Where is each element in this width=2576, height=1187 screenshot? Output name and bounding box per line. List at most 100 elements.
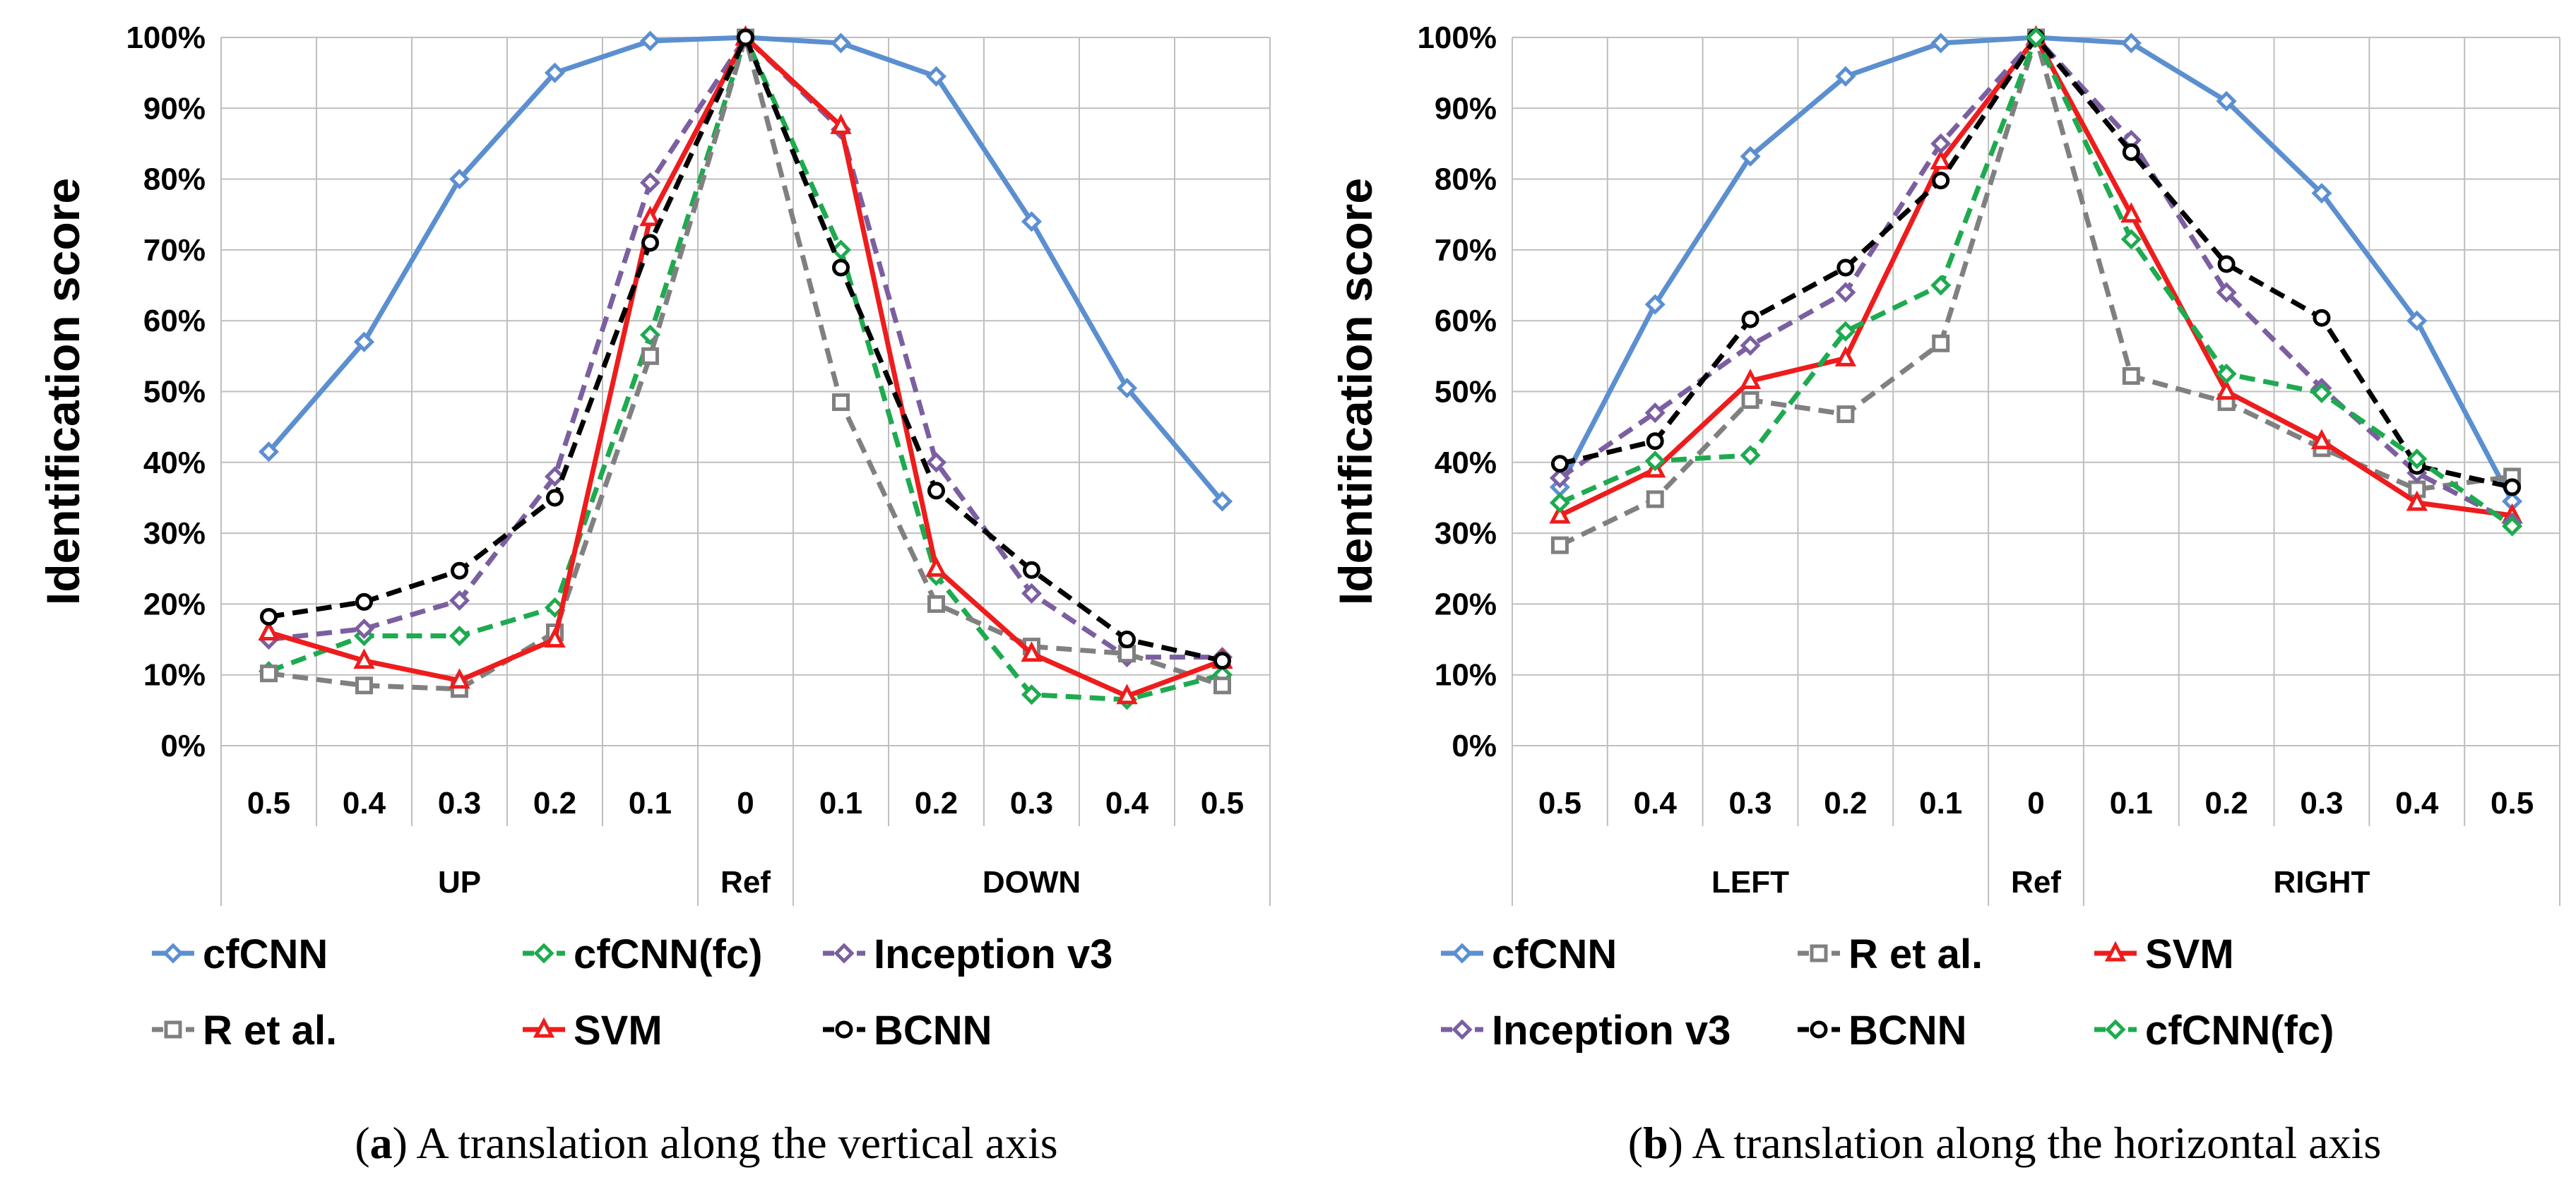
data-point [639,30,661,52]
data-point [641,347,659,365]
legend-label: Inception v3 [1492,1008,1731,1054]
legend-label: cfCNN(fc) [2145,1008,2334,1054]
data-point [2502,515,2523,537]
x-tick-label: 0.3 [2300,786,2343,821]
y-tick-label: 20% [1435,587,1497,621]
y-tick-label: 100% [126,20,206,55]
data-point [449,668,470,689]
data-point [1644,294,1666,315]
x-tick-label: 0 [737,786,754,821]
data-point [2120,32,2142,54]
x-tick-label: 0.1 [1919,786,1962,821]
legend-label: BCNN [874,1008,992,1054]
data-point [2311,183,2332,204]
data-point [449,590,470,611]
data-point [1741,310,1759,328]
legend-item: SVM [2094,931,2234,977]
data-point [353,648,375,669]
data-point [1835,66,1856,87]
y-tick-label: 50% [143,375,206,410]
series-inception-v3 [1549,27,2523,533]
y-axis-title: Identification score [1329,178,1382,605]
data-point [830,239,852,261]
data-point [2217,255,2236,273]
x-tick-label: 0.1 [819,786,862,821]
data-point [451,561,468,580]
data-point [830,32,852,54]
data-point [639,172,661,193]
data-point [1740,445,1761,466]
data-point [544,466,566,487]
y-tick-label: 30% [1435,516,1497,551]
y-tick-label: 10% [143,658,206,693]
x-tick-label: 0.3 [1010,786,1053,821]
group-label: Ref [2011,865,2061,900]
series-inception-v3 [258,27,1233,668]
y-tick-label: 80% [1435,162,1497,197]
x-tick-label: 0.4 [1634,786,1678,821]
data-point [1550,455,1569,473]
series-bcnn [260,28,1231,670]
data-point [2311,382,2332,404]
data-point [925,66,947,87]
legend-marker [2104,941,2127,962]
data-point [353,618,375,640]
gridlines [221,37,1270,746]
data-point [641,234,659,252]
data-point [1835,282,1856,303]
y-tick-label: 90% [1435,91,1497,126]
data-point [1932,334,1950,352]
data-point [2216,363,2237,384]
legend-item: BCNN [823,1008,992,1054]
data-point [1021,641,1043,662]
series-cfcnn [258,27,1233,512]
y-tick-label: 60% [143,304,206,338]
series-svm [258,25,1233,705]
data-point [1550,536,1569,554]
data-point [2406,310,2428,331]
legend-item: Inception v3 [823,931,1112,977]
category-separators [220,37,1271,906]
data-point [449,625,470,647]
series-cfcnn-fc- [1549,27,2523,537]
x-tick-label: 0.2 [915,786,958,821]
x-tick-label: 0.1 [2110,786,2153,821]
legend: cfCNN cfCNN(fc) Inception v3 R et al. SVM BCN… [152,931,1112,1054]
data-point [1741,391,1759,410]
data-point [1213,676,1231,695]
data-point [2310,429,2333,450]
data-point [2406,490,2428,511]
legend-marker [164,1020,182,1039]
data-point [1211,491,1233,512]
series-cfcnn [1549,27,2523,512]
data-point [258,441,280,463]
legend-label: cfCNN(fc) [574,931,762,977]
y-tick-label: 70% [143,233,206,268]
data-point [1549,503,1571,524]
data-point [1116,684,1138,705]
data-point [737,28,754,47]
data-point [1646,490,1664,508]
data-point [1930,32,1952,54]
legend-label: cfCNN [203,931,328,977]
series-svm [1549,25,2523,524]
data-point [1116,377,1138,399]
data-point [2120,202,2142,223]
x-tick-label: 0.5 [2491,786,2534,821]
data-point [2216,379,2238,400]
legend-item: R et al. [152,1008,337,1054]
legend-label: cfCNN [1492,931,1617,977]
data-point [2216,90,2237,112]
legend-label: R et al. [203,1008,337,1054]
group-label: DOWN [983,865,1081,900]
y-tick-label: 50% [1435,375,1497,410]
data-point [355,592,373,611]
data-point [2216,282,2237,303]
data-point [355,676,373,695]
data-point [546,489,564,507]
x-tick-label: 0.2 [1824,786,1867,821]
data-point [260,607,278,626]
data-point [2120,229,2142,250]
legend-marker [533,1017,555,1038]
data-point [1644,451,1666,472]
